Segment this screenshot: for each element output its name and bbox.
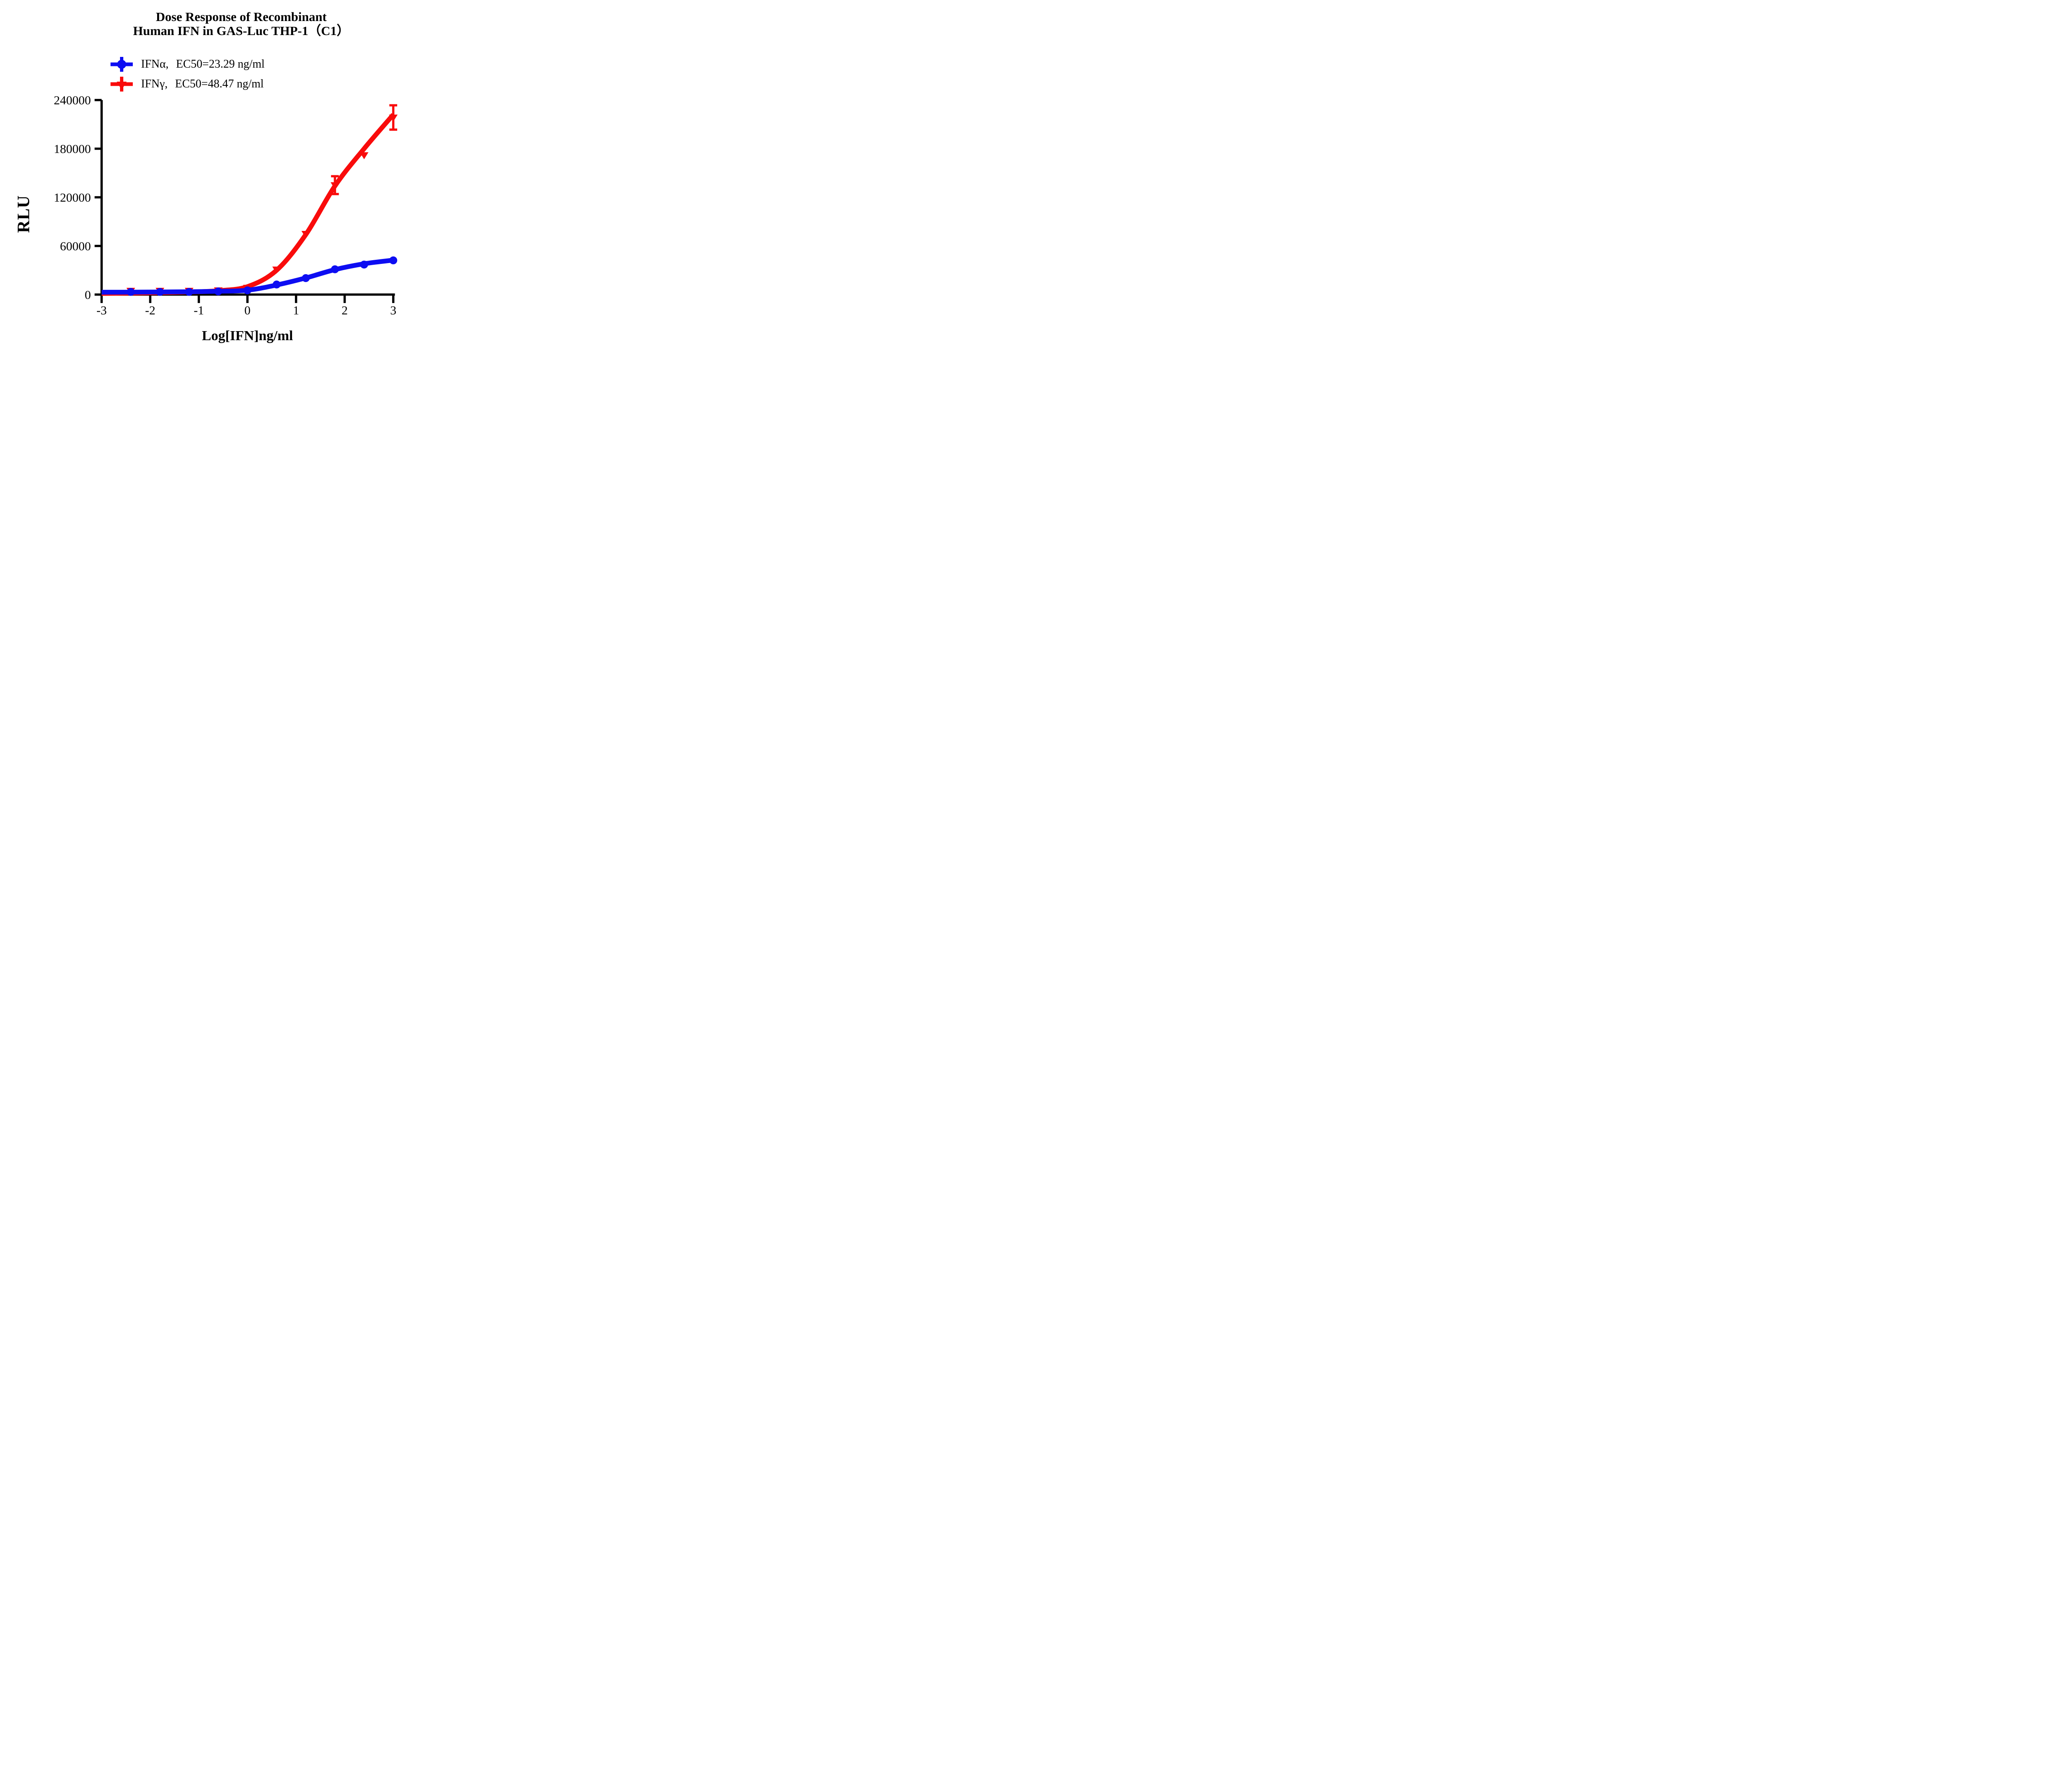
chart-title-line1: Dose Response of Recombinant (155, 9, 327, 24)
legend: IFNα, EC50=23.29 ng/ml IFNγ, EC50=48.47 ng/… (111, 54, 265, 94)
data-point-triangle (330, 182, 339, 190)
data-point-circle (214, 287, 222, 296)
data-point-triangle (360, 152, 369, 160)
x-tick-label: 2 (341, 303, 348, 317)
x-tick-label: -3 (97, 303, 107, 317)
x-tick-label: -1 (194, 303, 204, 317)
legend-triangle-marker-icon (111, 77, 133, 92)
legend-ec50-value: EC50=23.29 ng/ml (176, 58, 265, 71)
legend-ec50-value: EC50=48.47 ng/ml (175, 78, 264, 90)
data-point-circle (360, 261, 368, 269)
y-tick-label: 180000 (54, 142, 91, 156)
legend-label: IFNα, EC50=23.29 ng/ml (141, 58, 265, 71)
data-point-circle (389, 256, 398, 265)
data-point-circle (243, 286, 252, 294)
y-tick-label: 60000 (60, 240, 91, 253)
x-tick-label: 3 (390, 303, 396, 317)
chart-title-line2: Human IFN in GAS-Luc THP-1（C1） (133, 24, 350, 38)
y-tick-label: 240000 (54, 94, 91, 107)
data-point-circle (127, 288, 135, 296)
legend-label: IFNγ, EC50=48.47 ng/ml (141, 78, 264, 91)
y-tick-label: 120000 (54, 191, 91, 205)
y-axis-title: RLU (14, 195, 33, 233)
x-tick-label: 0 (245, 303, 251, 317)
plot-svg: 0 60000 120000 180000 240000 -3 -2 -1 0 1 2 3 (54, 94, 398, 317)
legend-row: IFNγ, EC50=48.47 ng/ml (111, 74, 265, 94)
legend-circle-marker-icon (111, 57, 133, 72)
data-point-triangle (272, 266, 281, 274)
y-tick-label: 0 (85, 288, 91, 302)
data-point-circle (273, 280, 281, 289)
data-point-circle (156, 288, 164, 296)
x-tick-label: -2 (145, 303, 155, 317)
x-tick-label: 1 (293, 303, 299, 317)
legend-row: IFNα, EC50=23.29 ng/ml (111, 54, 265, 74)
legend-series-name: IFNγ, (141, 78, 168, 90)
data-point-triangle (389, 114, 398, 122)
chart-title: Dose Response of Recombinant Human IFN i… (49, 10, 433, 38)
x-axis-title: Log[IFN]ng/ml (202, 328, 293, 343)
data-point-circle (301, 274, 310, 282)
dose-response-figure: 0 60000 120000 180000 240000 -3 -2 -1 0 1 2 3 Dose … (0, 0, 440, 358)
legend-series-name: IFNα, (141, 58, 169, 71)
data-point-circle (331, 265, 339, 273)
data-point-triangle (301, 230, 310, 238)
data-point-circle (185, 288, 193, 296)
